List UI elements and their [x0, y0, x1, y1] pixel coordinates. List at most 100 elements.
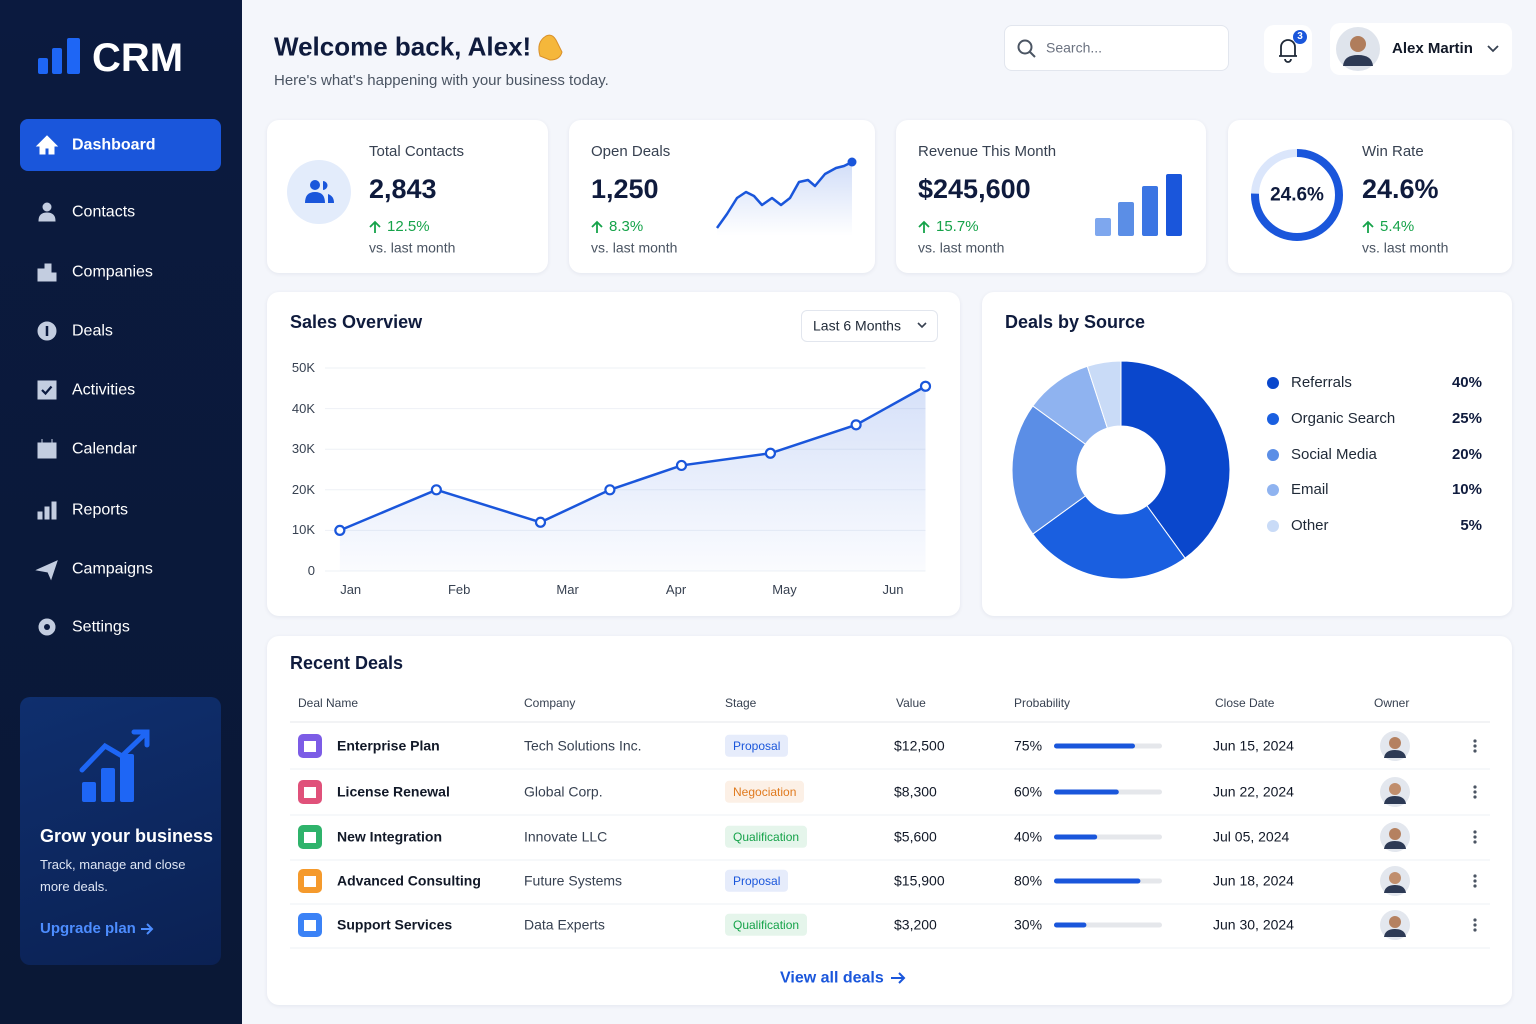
kpi-value: 1,250: [591, 173, 659, 204]
row-menu[interactable]: [1473, 874, 1477, 878]
row-menu[interactable]: [1473, 830, 1477, 834]
column-header: Owner: [1374, 695, 1410, 710]
probability-label: 60%: [1014, 783, 1043, 800]
row-menu[interactable]: [1473, 879, 1477, 883]
logo-icon: [67, 38, 80, 74]
row-menu[interactable]: [1473, 790, 1477, 794]
period-dropdown[interactable]: [801, 310, 938, 342]
promo-text: Track, manage and close more deals.: [40, 857, 186, 894]
row-menu[interactable]: [1473, 749, 1477, 753]
nav-item[interactable]: Deals: [72, 322, 113, 340]
y-tick-label: 40K: [291, 400, 315, 416]
deal-icon-glyph: [304, 920, 316, 931]
legend-label: Other: [1291, 517, 1329, 534]
user-name[interactable]: Alex Martin: [1392, 40, 1473, 57]
deal-name[interactable]: License Renewal: [337, 783, 450, 800]
nav-item[interactable]: Settings: [72, 618, 130, 636]
legend-dot: [1267, 449, 1279, 461]
chevron: [917, 322, 927, 329]
nav-item[interactable]: Campaigns: [72, 560, 153, 578]
legend-dot: [1267, 377, 1279, 389]
column-header: Company: [524, 695, 576, 710]
probability-label: 75%: [1014, 737, 1043, 754]
row-menu[interactable]: [1473, 840, 1477, 844]
row-menu[interactable]: [1473, 923, 1477, 927]
link-arrow: [891, 972, 906, 984]
sparkline: [715, 160, 853, 229]
probability-bar: [1054, 922, 1087, 928]
legend-label: Email: [1291, 481, 1329, 498]
nav-item[interactable]: Calendar: [72, 440, 137, 458]
pie-slice: [1086, 360, 1122, 429]
bell-icon: [1279, 39, 1297, 63]
line-point: [430, 484, 442, 496]
ring-label: 24.6%: [1270, 184, 1324, 206]
nav-item[interactable]: Contacts: [72, 203, 136, 221]
sparkline-dot: [847, 157, 857, 167]
kpi-label: Open Deals: [591, 143, 671, 160]
deal-name[interactable]: New Integration: [337, 828, 443, 845]
x-tick-label: Jun: [882, 582, 904, 598]
promo-icon: [120, 754, 134, 802]
deal-icon-glyph: [304, 876, 316, 887]
deal-name[interactable]: Enterprise Plan: [337, 737, 440, 754]
deal-value: $8,300: [894, 783, 937, 800]
nav-item[interactable]: Dashboard: [72, 136, 156, 154]
row-menu[interactable]: [1473, 739, 1477, 743]
kpi-change: 15.7%: [936, 218, 979, 235]
line: [339, 385, 927, 532]
row-menu[interactable]: [1473, 918, 1477, 922]
deal-name[interactable]: Advanced Consulting: [337, 872, 481, 889]
owner-avatar-body: [1384, 841, 1406, 849]
search-box[interactable]: [1004, 25, 1229, 71]
close-date: Jul 05, 2024: [1213, 828, 1290, 845]
deal-icon-glyph: [304, 741, 316, 752]
line-point: [764, 447, 777, 459]
kpi-label: Win Rate: [1362, 143, 1424, 160]
legend-dot: [1267, 520, 1279, 532]
view-all-link[interactable]: View all deals: [780, 969, 884, 987]
nav-icon: [38, 202, 56, 222]
kpi-change: 8.3%: [609, 218, 644, 235]
legend-label: Referrals: [1291, 374, 1352, 391]
row-menu[interactable]: [1473, 785, 1477, 789]
nav-icon: [35, 560, 58, 581]
x-tick-label: Apr: [665, 582, 687, 598]
column-header: Close Date: [1215, 695, 1275, 710]
nav-item[interactable]: Companies: [72, 263, 153, 281]
kpi-note: vs. last month: [1362, 239, 1449, 256]
promo-card: [20, 697, 221, 965]
up-arrow: [591, 220, 603, 233]
y-tick-label: 0: [307, 563, 315, 579]
search-icon: [1017, 39, 1033, 55]
owner-avatar-body: [1384, 796, 1406, 804]
close-date: Jun 22, 2024: [1213, 783, 1294, 800]
user-avatar-head: [1350, 36, 1366, 52]
row-menu[interactable]: [1473, 795, 1477, 799]
logo: CRM: [92, 36, 184, 80]
row-menu[interactable]: [1473, 835, 1477, 839]
promo-title: Grow your business: [40, 826, 214, 847]
deal-value: $15,900: [894, 872, 945, 889]
legend-value: 25%: [1451, 410, 1482, 427]
owner-avatar-body: [1384, 929, 1406, 937]
nav-icon: [35, 135, 59, 155]
row-menu[interactable]: [1473, 884, 1477, 888]
legend-value: 10%: [1451, 481, 1482, 498]
nav-item[interactable]: Reports: [72, 501, 129, 519]
promo-link[interactable]: Upgrade plan: [40, 920, 136, 937]
chevron: [1487, 45, 1499, 53]
deal-icon-glyph: [304, 787, 316, 798]
nav-item[interactable]: Activities: [72, 381, 136, 399]
page-title: Welcome back, Alex!: [274, 31, 532, 62]
row-menu[interactable]: [1473, 928, 1477, 932]
pie-slice: [1032, 495, 1186, 580]
kpi-change: 12.5%: [387, 218, 430, 235]
row-menu[interactable]: [1473, 744, 1477, 748]
close-date: Jun 18, 2024: [1213, 872, 1294, 889]
period-label[interactable]: Last 6 Months: [813, 317, 901, 334]
deal-name[interactable]: Support Services: [337, 916, 453, 933]
line-point: [534, 516, 547, 528]
